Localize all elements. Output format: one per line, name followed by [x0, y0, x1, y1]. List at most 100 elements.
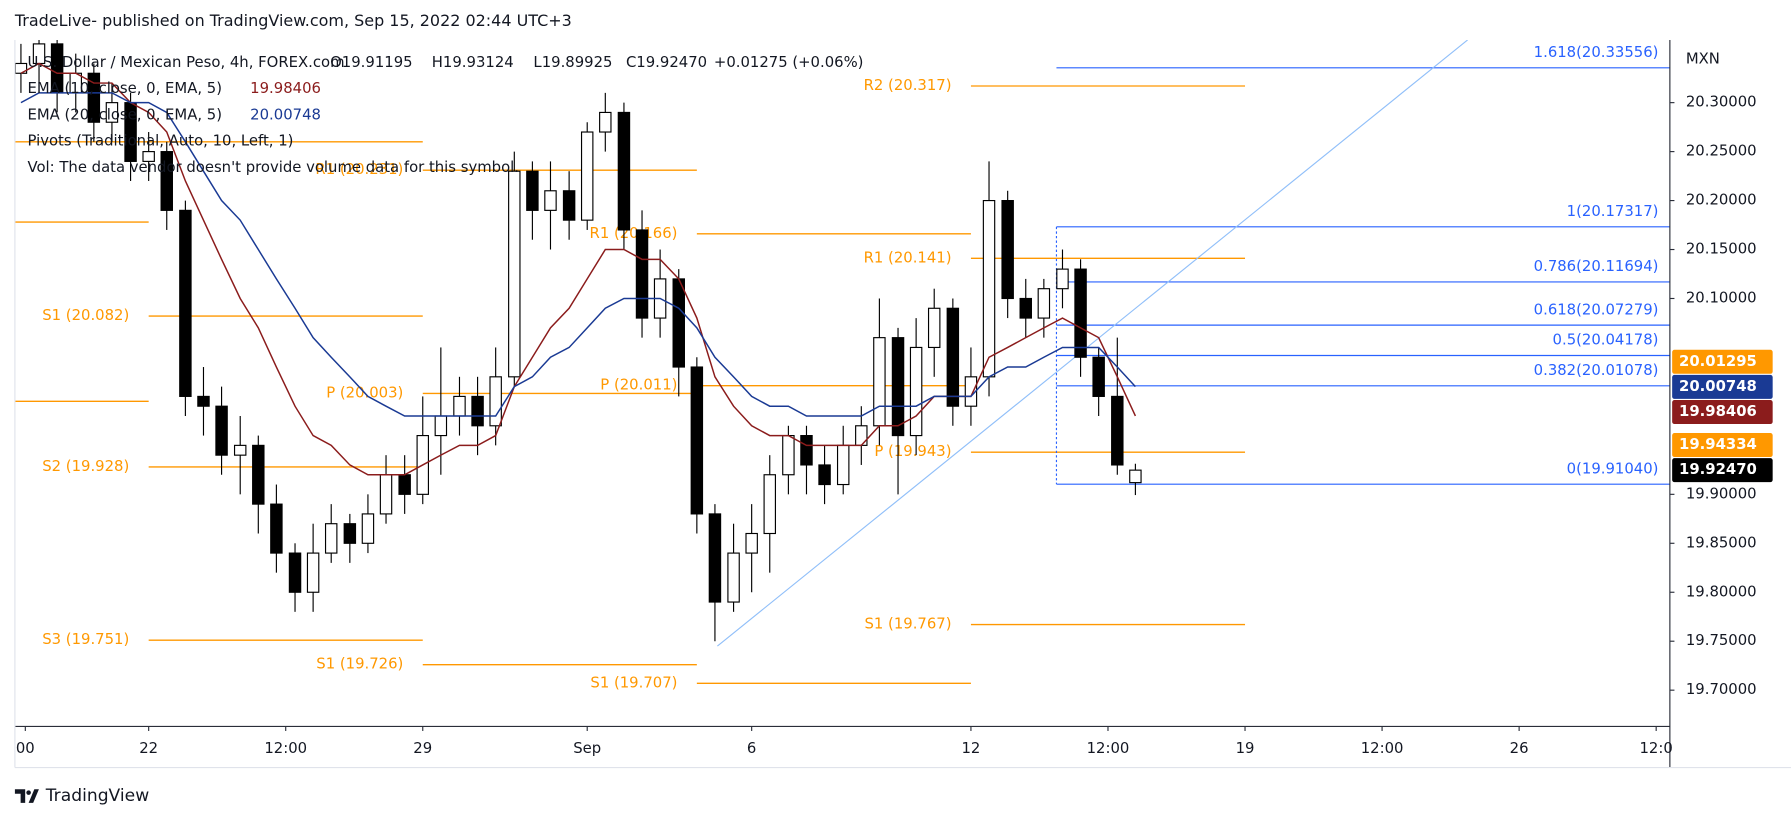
- x-tick-label: 00: [16, 740, 35, 757]
- brand-logo: [14, 789, 39, 803]
- y-tick-label: 20.25000: [1686, 143, 1757, 160]
- candle-body: [197, 395, 210, 407]
- legend: U.S. Dollar / Mexican Peso, 4h, FOREX.co…: [27, 54, 863, 176]
- pivot-label: S2 (19.928): [42, 458, 129, 475]
- candle-body: [927, 307, 941, 349]
- candle-body: [508, 170, 521, 378]
- x-tick-label: 12:00: [1087, 740, 1130, 757]
- candle-body: [105, 102, 119, 123]
- ema-line: [20, 92, 1136, 417]
- candle-body: [142, 151, 155, 162]
- candle-body: [324, 523, 338, 554]
- note: Vol: The data vendor doesn't provide vol…: [27, 159, 519, 176]
- x-tick-label: 29: [413, 740, 432, 757]
- ohlc: O19.91195: [330, 54, 412, 71]
- price-label: 19.98406: [1679, 403, 1757, 420]
- candle-body: [379, 474, 393, 515]
- candle-body: [672, 278, 685, 368]
- price-label-box: [1672, 458, 1773, 483]
- pivot-label: R1 (20.166): [590, 225, 678, 242]
- x-tick-label: 6: [747, 740, 756, 757]
- price-label-box: [1672, 374, 1773, 399]
- fib-label: 1(20.17317): [1567, 203, 1659, 220]
- candle-body: [1111, 395, 1124, 466]
- x-tick-label: 12: [962, 740, 981, 757]
- candle-body: [1092, 356, 1105, 397]
- candle-body: [1019, 297, 1032, 319]
- legend-value: 20.00748: [250, 106, 321, 123]
- y-tick-label: 20.20000: [1686, 192, 1757, 209]
- fib-label: 0.618(20.07279): [1534, 301, 1659, 318]
- x-tick-label: 22: [139, 740, 158, 757]
- candle-body: [855, 425, 868, 446]
- price-label: 19.92470: [1679, 461, 1757, 478]
- candle-body: [306, 552, 320, 593]
- candle-body: [836, 444, 850, 486]
- price-label: 20.01295: [1679, 353, 1757, 370]
- candle-body: [818, 464, 831, 486]
- candle-body: [434, 415, 448, 437]
- candle-body: [288, 552, 302, 593]
- candle-body: [800, 435, 813, 466]
- candle-body: [252, 444, 265, 505]
- candle-body: [343, 523, 357, 544]
- ohlc: L19.89925: [533, 54, 612, 71]
- legend-entry: EMA (20, close, 0, EMA, 5): [27, 106, 222, 123]
- pivot-label: S3 (19.751): [42, 631, 129, 648]
- price-label-box: [1672, 400, 1773, 425]
- y-tick-label: 20.10000: [1686, 289, 1757, 306]
- fib-label: 0.5(20.04178): [1553, 332, 1659, 349]
- candle-body: [471, 395, 484, 427]
- y-tick-label: 19.90000: [1686, 485, 1757, 502]
- candle-body: [873, 337, 886, 427]
- price-label-box: [1672, 349, 1773, 374]
- pivot-label: S1 (19.707): [590, 674, 677, 691]
- candle-body: [580, 131, 594, 221]
- candle-body: [909, 346, 923, 437]
- price-label: 20.00748: [1679, 378, 1757, 395]
- brand: TradingView: [14, 786, 149, 806]
- ohlc: H19.93124: [432, 54, 514, 71]
- fib-label: 1.618(20.33556): [1534, 44, 1659, 61]
- candle-body: [526, 170, 539, 211]
- fib-label: 0.786(20.11694): [1534, 258, 1659, 275]
- candle-body: [544, 190, 557, 211]
- candle-body: [727, 552, 740, 603]
- candle-body: [160, 151, 173, 211]
- candle-body: [782, 435, 795, 476]
- pivot-label: P (20.011): [600, 377, 677, 394]
- x-tick-label: 19: [1236, 740, 1255, 757]
- price-label-box: [1672, 433, 1773, 458]
- ohlc: C19.92470: [626, 54, 707, 71]
- x-tick-label: Sep: [573, 740, 601, 757]
- x-tick-label: 12:00: [264, 740, 307, 757]
- candle-body: [599, 111, 612, 133]
- pivot-label: R1 (20.141): [864, 249, 952, 266]
- symbol: U.S. Dollar / Mexican Peso, 4h, FOREX.co…: [27, 54, 344, 71]
- currency: MXN: [1686, 50, 1720, 67]
- legend-value: 19.98406: [250, 80, 321, 97]
- candle-body: [453, 395, 466, 417]
- note: Pivots (Traditional, Auto, 10, Left, 1): [27, 133, 293, 150]
- pivot-label: R2 (20.317): [864, 77, 952, 94]
- candle-body: [1037, 288, 1051, 319]
- candle-body: [1056, 268, 1069, 290]
- candle-body: [635, 229, 649, 319]
- x-tick-label: 12:00: [1361, 740, 1404, 757]
- candle-body: [964, 376, 978, 407]
- y-tick-label: 19.85000: [1686, 534, 1757, 551]
- y-tick-label: 20.15000: [1686, 241, 1757, 258]
- candle-body: [489, 376, 502, 427]
- candle-body: [690, 366, 704, 515]
- candle-body: [1129, 469, 1142, 484]
- candle-body: [398, 474, 411, 495]
- pivot-label: R1 (20.231): [315, 161, 403, 178]
- candle-body: [270, 503, 283, 554]
- candle-body: [617, 111, 631, 231]
- pivot-label: S1 (19.726): [316, 656, 403, 673]
- candle-body: [562, 190, 576, 221]
- candle-body: [1001, 199, 1014, 300]
- brand-logo: [26, 790, 31, 795]
- header: TradeLive- published on TradingView.com,…: [14, 11, 572, 30]
